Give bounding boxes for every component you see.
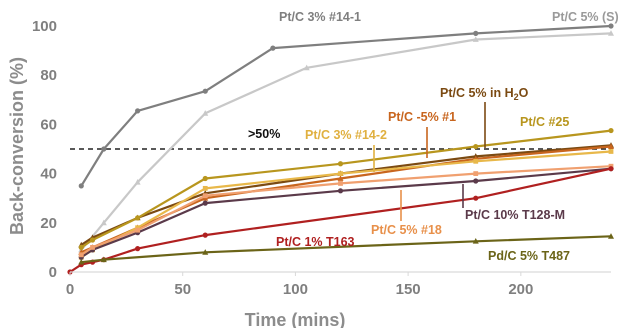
annotation-pt-c-5-s: Pt/C 5% (S) [552, 10, 619, 24]
y-axis-title: Back-conversion (%) [7, 57, 27, 235]
series-pt-c-3-14-1-point [78, 183, 84, 189]
series-pt-c-5-18-point [473, 171, 479, 176]
x-axis-title: Time (mins) [245, 310, 346, 328]
series-pt-c-3-14-1-line [80, 24, 612, 187]
x-tick-label: 200 [508, 281, 533, 298]
annotation-pd-c-5-t487: Pd/C 5% T487 [488, 249, 570, 263]
series-pt-c-5-in-h2o-line [80, 144, 612, 246]
series-pt-c-5-18-point [202, 193, 208, 199]
x-tick-label: 50 [174, 281, 191, 298]
annotation-pt-c-3-14-2: Pt/C 3% #14-2 [305, 128, 387, 142]
series-pt-c-25-line [80, 129, 612, 249]
annotation-pt-c-25: Pt/C #25 [520, 115, 569, 129]
x-tick-label: 100 [283, 281, 308, 298]
y-tick-label: 60 [40, 116, 57, 133]
series-pt-c-1-t163-point [608, 166, 614, 172]
series-pd-c-5-t487-point [78, 258, 85, 265]
series-pt-c-5-s-point [472, 36, 479, 42]
series-pt-c-5-1-point [608, 143, 614, 149]
series-pt-c-10-t128-m-point [337, 188, 344, 194]
series-pt-c-5-18-point [78, 252, 84, 258]
annotation-layer: Pt/C 3% #14-1 Pt/C 5% (S) Pt/C 5% in H2O Pt… [248, 10, 619, 263]
series-pd-c-5-t487-point [608, 233, 614, 239]
annotation-pt-c-3-14-1: Pt/C 3% #14-1 [279, 10, 361, 24]
series-pt-c-25-point [78, 244, 84, 250]
series-pt-c-3-14-1-point [473, 30, 479, 36]
y-tick-label: 20 [40, 215, 57, 232]
annotation-pt-c-5-1: Pt/C -5% #1 [388, 110, 456, 124]
x-tick-label: 150 [396, 281, 421, 298]
y-tick-label: 80 [40, 67, 57, 84]
series-pt-c-1-t163-point [473, 195, 479, 201]
series-pd-c-5-t487-point [472, 238, 479, 244]
series-pt-c-10-t128-m-point [473, 178, 479, 184]
series-pt-c-5-s-point [134, 179, 141, 185]
series-pt-c-10-t128-m-point [202, 200, 208, 206]
series-pt-c-1-t163-point [135, 246, 141, 252]
series-pt-c-3-14-1-point [135, 108, 141, 114]
x-tick-label: 0 [66, 281, 74, 298]
series-pt-c-3-14-2-point [338, 171, 343, 176]
series-pt-c-5-s-point [100, 219, 107, 226]
series-pt-c-5-s-point [303, 64, 310, 71]
series-pt-c-5-s-point [202, 110, 209, 116]
annotation-pt-c-1-t163: Pt/C 1% T163 [276, 235, 355, 249]
series-pt-c-3-14-1-point [270, 45, 276, 51]
series-pt-c-25-point [135, 215, 141, 221]
series-layer [67, 23, 614, 275]
series-pt-c-3-14-1-point [101, 146, 107, 152]
series-pt-c-25-point [337, 161, 344, 167]
series-pt-c-25-point [473, 143, 479, 150]
annotation-tail: O [519, 86, 529, 100]
series-pt-c-3-14-2-point [608, 149, 614, 154]
series-pt-c-5-18-point [338, 181, 343, 186]
series-pt-c-25-point [608, 127, 614, 134]
series-pt-c-25-point [89, 237, 96, 243]
series-pt-c-3-14-2-point [473, 158, 479, 164]
series-pt-c-5-18-point [90, 245, 95, 250]
y-tick-label: 40 [40, 166, 57, 183]
y-tick-label: 100 [32, 18, 57, 35]
series-pt-c-1-t163-point [202, 232, 208, 238]
series-pd-c-5-t487-point [100, 256, 107, 263]
y-tick-label: 0 [49, 264, 57, 281]
series-pt-c-3-14-2-point [202, 185, 208, 191]
series-pt-c-5-18-point [135, 227, 141, 233]
series-pt-c-3-14-1-point [202, 88, 208, 94]
series-pt-c-3-14-2-point [135, 225, 141, 231]
series-pt-c-5-1-point [337, 175, 344, 181]
annotation-pt-c-10-t128-m: Pt/C 10% T128-M [465, 208, 565, 222]
series-pt-c-25-point [202, 175, 208, 182]
annotation-pt-c-5-18: Pt/C 5% #18 [371, 223, 442, 237]
axes-layer: 0 50 100 150 200 0 20 40 60 80 100 [32, 18, 611, 298]
series-pd-c-5-t487-point [202, 249, 209, 255]
annotation-subscript: 2 [514, 92, 519, 102]
series-pt-c-5-s-point [608, 30, 614, 36]
annotation-pt-c-5-in-h2o: Pt/C 5% in H2O [440, 86, 529, 102]
series-pt-c-3-14-1-point [608, 23, 614, 29]
threshold-label: >50% [248, 127, 280, 141]
